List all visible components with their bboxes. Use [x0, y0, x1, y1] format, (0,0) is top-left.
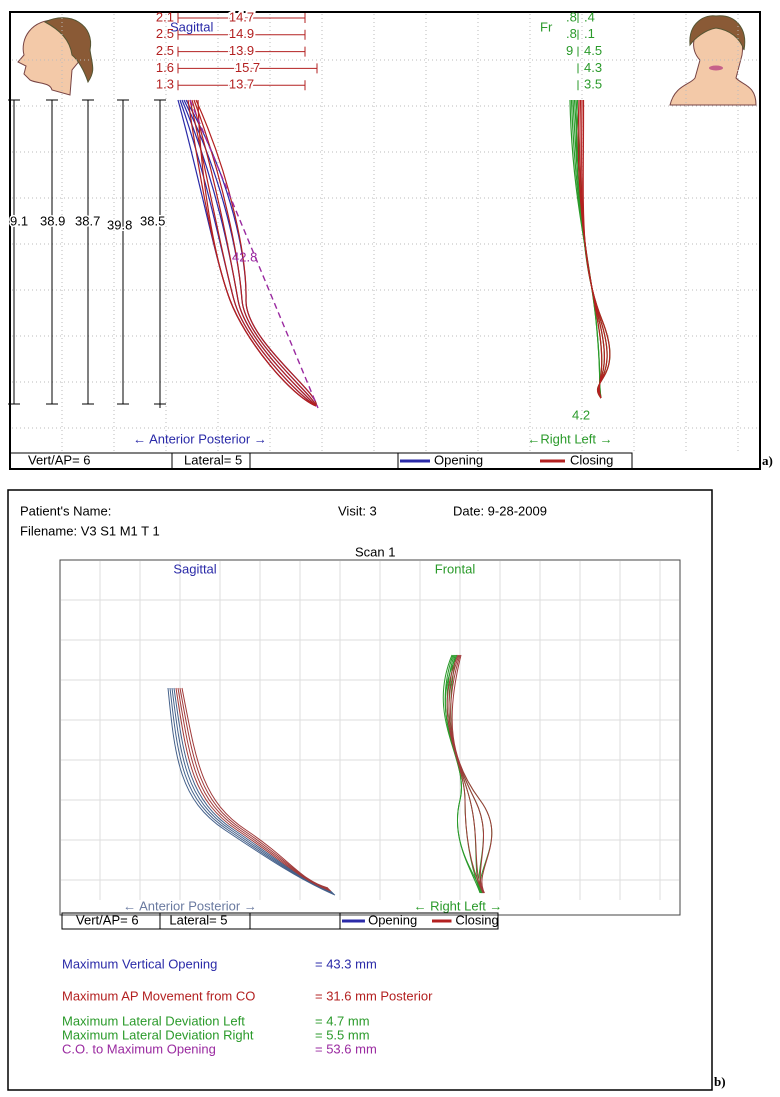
filename: Filename: V3 S1 M1 T 1 [20, 523, 160, 538]
result-label: Maximum AP Movement from CO [62, 988, 255, 1003]
movement-trace [448, 654, 484, 894]
ap-right-value: 13.7 [229, 77, 254, 92]
ap-axis-label: ← Anterior Posterior → [123, 898, 257, 913]
movement-trace [193, 99, 317, 407]
movement-trace [446, 654, 484, 894]
lr-axis-label: ←Right Left → [527, 431, 612, 446]
ap-left-value: 1.6 [156, 60, 174, 75]
lateral-left-value: .8 [566, 26, 577, 41]
result-label: Maximum Lateral Deviation Right [62, 1027, 254, 1042]
legend-closing: Closing [570, 452, 613, 467]
diagonal-label: 42.8 [232, 249, 257, 264]
result-label: C.O. to Maximum Opening [62, 1041, 216, 1056]
lateral-right-value: 4.3 [584, 60, 602, 75]
front-face [669, 15, 757, 106]
lateral-right-value: 3.5 [584, 77, 602, 92]
patient-name: Patient's Name: [20, 503, 111, 518]
lateral-left-value: 9 [566, 43, 573, 58]
visit: Visit: 3 [338, 503, 377, 518]
result-value: = 53.6 mm [315, 1041, 377, 1056]
ap-right-value: 14.7 [229, 9, 254, 24]
vert-ap-setting: Vert/AP= 6 [76, 912, 139, 927]
movement-trace [181, 687, 329, 889]
movement-trace [191, 99, 317, 407]
legend-opening: Opening [434, 452, 483, 467]
movement-trace [582, 99, 611, 399]
movement-trace [189, 99, 317, 407]
vertical-value: 38.5 [140, 213, 165, 228]
vertical-value: 9.1 [10, 213, 28, 228]
panel-label: a) [762, 453, 773, 468]
lateral-bottom-value: 4.2 [572, 407, 590, 422]
movement-trace [444, 654, 483, 894]
vert-ap-setting: Vert/AP= 6 [28, 452, 91, 467]
scan: Scan 1 [355, 544, 395, 559]
ap-right-value: 14.9 [229, 26, 254, 41]
ap-right-value: 13.9 [229, 43, 254, 58]
lateral-setting: Lateral= 5 [184, 452, 242, 467]
result-value: = 31.6 mm Posterior [315, 988, 433, 1003]
vertical-value: 38.7 [75, 213, 100, 228]
movement-trace [450, 654, 485, 894]
lateral-setting: Lateral= 5 [169, 912, 227, 927]
ap-left-value: 2.5 [156, 26, 174, 41]
ap-left-value: 1.3 [156, 77, 174, 92]
result-value: = 4.7 mm [315, 1013, 370, 1028]
lr-axis-label: ← Right Left → [414, 898, 503, 913]
lateral-right-value: .1 [584, 26, 595, 41]
panel-b-frame [7, 489, 713, 1091]
frontal-title: Fr [540, 19, 553, 34]
movement-trace [195, 99, 317, 407]
diagonal-line [189, 99, 319, 409]
ap-left-value: 2.5 [156, 43, 174, 58]
side-face [17, 17, 94, 96]
sagittal-title: Sagittal [173, 561, 216, 576]
movement-trace [197, 99, 317, 407]
vertical-value: 39.8 [107, 217, 132, 232]
result-label: Maximum Vertical Opening [62, 956, 217, 971]
frontal-title: Frontal [435, 561, 476, 576]
lateral-right-value: 4.5 [584, 43, 602, 58]
chart-frame [59, 559, 681, 916]
movement-trace [179, 687, 330, 890]
result-value: = 5.5 mm [315, 1027, 370, 1042]
lateral-right-value: .4 [584, 9, 595, 24]
ap-right-value: 15.7 [235, 60, 260, 75]
panel-a-frame [9, 11, 761, 470]
result-label: Maximum Lateral Deviation Left [62, 1013, 245, 1028]
legend-opening: Opening [368, 912, 417, 927]
ap-left-value: 2.1 [156, 9, 174, 24]
sagittal-title: Sagittal [170, 19, 213, 34]
ap-axis-label: ← Anterior Posterior → [133, 431, 267, 446]
legend-closing: Closing [455, 912, 498, 927]
movement-trace [451, 654, 493, 894]
date: Date: 9-28-2009 [453, 503, 547, 518]
panel-label: b) [714, 1074, 726, 1089]
result-value: = 43.3 mm [315, 956, 377, 971]
vertical-value: 38.9 [40, 213, 65, 228]
lateral-left-value: .8 [566, 9, 577, 24]
